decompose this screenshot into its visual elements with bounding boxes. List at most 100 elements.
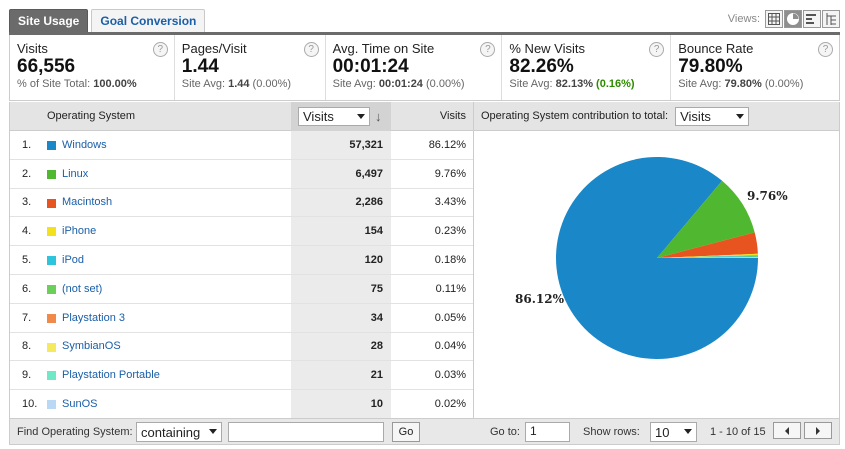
os-name-link[interactable]: iPod <box>62 254 85 267</box>
sort-descending-icon[interactable]: ↓ <box>375 109 382 124</box>
row-number: 7. <box>22 311 32 324</box>
row-number: 9. <box>22 369 32 382</box>
table-row: 7. Playstation 3 34 0.05% <box>10 303 473 333</box>
pie-view-button[interactable] <box>784 10 802 28</box>
visits-percent: 0.04% <box>434 340 466 353</box>
column-header-visits[interactable]: Visits <box>439 110 466 122</box>
metric-value: 79.80% <box>678 56 743 77</box>
show-rows-select[interactable]: 10 <box>650 422 697 442</box>
contribution-metric-select[interactable]: Visits <box>675 106 750 126</box>
visits-value: 75 <box>291 274 391 303</box>
table-body: 1. Windows 57,321 86.12% 2. Linux 6,497 9.76% 3.… <box>10 131 473 419</box>
visits-percent: 0.03% <box>434 369 466 382</box>
row-number: 4. <box>22 225 32 238</box>
help-icon[interactable]: ? <box>817 42 833 57</box>
table-row: 5. iPod 120 0.18% <box>10 246 473 275</box>
metric-value: 82.26% <box>509 56 574 77</box>
os-name-link[interactable]: Windows <box>62 138 107 151</box>
chevron-right-icon <box>816 426 820 435</box>
metric-value: 00:01:24 <box>332 56 409 77</box>
os-name-link[interactable]: Linux <box>62 167 89 180</box>
table-view-button[interactable] <box>765 10 783 28</box>
series-color-swatch <box>47 227 56 237</box>
visits-percent: 0.02% <box>434 398 466 411</box>
pie-view-icon <box>787 13 799 25</box>
metric-value: 1.44 <box>181 56 219 77</box>
help-icon[interactable]: ? <box>303 42 319 57</box>
pie-slice-windows[interactable] <box>556 156 758 359</box>
pie-slice-not-set[interactable] <box>657 256 758 258</box>
search-input[interactable] <box>228 422 384 442</box>
pivot-view-button[interactable] <box>822 10 840 28</box>
visits-value: 6,497 <box>291 159 391 188</box>
metric-bounce-rate: Bounce Rate 79.80% Site Avg: 79.80% (0.0… <box>671 35 839 100</box>
os-name-link[interactable]: iPhone <box>62 225 97 238</box>
pie-slice-linux[interactable] <box>657 180 755 258</box>
tab-site-usage[interactable]: Site Usage <box>9 9 89 32</box>
metric-visits: Visits 66,556 % of Site Total: 100.00% ? <box>10 35 175 100</box>
metric-label: % New Visits <box>509 41 586 56</box>
series-color-swatch <box>47 198 56 208</box>
metric-subtext: % of Site Total: 100.00% <box>17 78 137 90</box>
visits-value: 10 <box>291 390 391 418</box>
table-row: 2. Linux 6,497 9.76% <box>10 159 473 189</box>
visits-percent: 0.11% <box>435 282 466 295</box>
table-row: 9. Playstation Portable 21 0.03% <box>10 361 473 391</box>
help-icon[interactable]: ? <box>649 42 665 57</box>
metric-label: Bounce Rate <box>678 41 754 56</box>
pie-slice-iphone[interactable] <box>657 253 758 258</box>
metric-new-visits: % New Visits 82.26% Site Avg: 82.13% (0.… <box>502 35 672 100</box>
series-color-swatch <box>47 169 56 179</box>
visits-value: 21 <box>291 361 391 390</box>
os-name-link[interactable]: Playstation 3 <box>62 311 125 324</box>
table-row: 6. (not set) 75 0.11% <box>10 274 473 304</box>
os-name-link[interactable]: SunOS <box>62 398 98 411</box>
show-rows-label: Show rows: <box>583 425 640 438</box>
next-page-button[interactable] <box>804 422 832 439</box>
views-label: Views: <box>727 13 760 25</box>
performance-view-icon <box>806 14 816 24</box>
pie-panel-label: Operating System contribution to total: <box>481 110 669 122</box>
os-name-link[interactable]: SymbianOS <box>62 340 121 353</box>
help-icon[interactable]: ? <box>480 42 496 57</box>
table-row: 10. SunOS 10 0.02% <box>10 390 473 419</box>
table-view-icon <box>768 13 780 25</box>
series-color-swatch <box>47 400 56 410</box>
row-number: 8. <box>22 340 32 353</box>
os-name-link[interactable]: Playstation Portable <box>62 369 160 382</box>
os-table: Operating System Visits ↓ Visits 1. Windo… <box>9 102 473 419</box>
go-button[interactable]: Go <box>392 422 420 442</box>
metric-avg-time: Avg. Time on Site 00:01:24 Site Avg: 00:… <box>326 35 503 100</box>
visits-value: 154 <box>291 217 391 246</box>
previous-page-button[interactable] <box>773 422 801 439</box>
match-type-select[interactable]: containing <box>136 422 222 442</box>
tab-goal-conversion[interactable]: Goal Conversion <box>91 9 206 32</box>
pie-slice-symbianos[interactable] <box>657 257 758 258</box>
goto-page-input[interactable]: 1 <box>525 422 570 442</box>
visits-value: 57,321 <box>291 131 391 159</box>
visits-percent: 0.05% <box>434 311 466 324</box>
performance-view-button[interactable] <box>803 10 821 28</box>
pie-slice-macintosh[interactable] <box>657 232 758 258</box>
table-row: 8. SymbianOS 28 0.04% <box>10 332 473 362</box>
series-color-swatch <box>47 284 56 294</box>
series-color-swatch <box>47 313 56 323</box>
metric-subtext: Site Avg: 1.44 (0.00%) <box>181 78 292 90</box>
pie-slice-playstation-3[interactable] <box>657 257 758 258</box>
help-icon[interactable]: ? <box>152 42 168 57</box>
metric-subtext: Site Avg: 79.80% (0.00%) <box>678 78 804 90</box>
metric-label: Avg. Time on Site <box>332 41 435 56</box>
chevron-down-icon <box>684 429 692 434</box>
metric-subtext: Site Avg: 00:01:24 (0.00%) <box>332 78 465 90</box>
os-name-link[interactable]: Macintosh <box>62 196 113 209</box>
sort-metric-select[interactable]: Visits <box>298 107 370 126</box>
visits-percent: 0.23% <box>434 225 466 238</box>
row-number: 2. <box>22 167 32 180</box>
metric-label: Visits <box>17 41 48 56</box>
metric-label: Pages/Visit <box>181 41 247 56</box>
visits-value: 28 <box>291 332 391 361</box>
pie-slice-ipod[interactable] <box>657 255 758 258</box>
metric-pages-visit: Pages/Visit 1.44 Site Avg: 1.44 (0.00%) … <box>175 35 326 100</box>
column-header-os[interactable]: Operating System <box>47 110 136 122</box>
os-name-link[interactable]: (not set) <box>62 282 103 295</box>
